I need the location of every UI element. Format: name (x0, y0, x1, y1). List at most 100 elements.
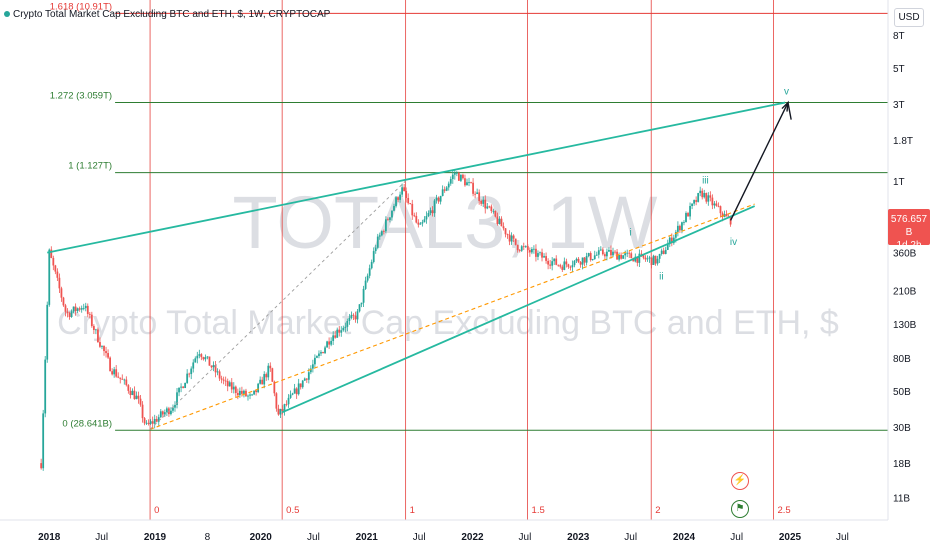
candle-body (52, 257, 55, 266)
flag-icon[interactable]: ⚑ (731, 500, 749, 518)
candle-body (241, 390, 243, 394)
time-axis[interactable]: 2018 Jul 2019 8 2020 Jul 2021 Jul 2022 Jul 2023 Jul… (38, 532, 849, 543)
candle-body (429, 210, 432, 214)
candle-body (141, 404, 144, 419)
candle-body (399, 194, 401, 200)
candle-body (674, 231, 677, 238)
fib-time-zone-label: 1.5 (532, 505, 545, 516)
candle-body (192, 362, 195, 369)
candle-body (324, 347, 326, 354)
candle-body (261, 379, 264, 385)
candle-body (121, 378, 124, 380)
candle-body (581, 257, 584, 265)
candle-body (190, 368, 193, 375)
candle-body (478, 192, 481, 201)
candle-body (299, 383, 302, 388)
candle-body (111, 371, 114, 375)
candle-body (56, 271, 59, 278)
candle-body (151, 421, 154, 424)
candle-body (606, 251, 608, 257)
candle-body (66, 311, 69, 313)
candle-body (374, 247, 377, 252)
candle-body (496, 216, 499, 224)
time-axis-label: 2023 (567, 532, 590, 543)
candle-body (528, 250, 531, 253)
time-axis-label: 2019 (144, 532, 167, 543)
candle-body (462, 174, 464, 179)
candle-body (188, 373, 191, 375)
candle-body (159, 411, 162, 418)
candle-body (113, 369, 116, 375)
candle-body (468, 182, 470, 183)
candle-body (571, 265, 574, 268)
candle-body (198, 354, 201, 356)
fib-level-label: 1.618 (10.91T) (50, 1, 112, 12)
candle-body (376, 236, 379, 248)
candle-body (559, 265, 562, 267)
candle-body (267, 365, 270, 378)
candle-body (494, 210, 497, 217)
candle-body (165, 408, 168, 413)
candle-body (695, 200, 698, 202)
candle-body (626, 252, 629, 254)
candle-body (172, 407, 174, 411)
candle-body (200, 354, 203, 358)
candle-body (630, 253, 633, 259)
candle-body (194, 358, 197, 363)
candle-body (281, 409, 284, 411)
candle-body (656, 258, 659, 264)
candle-body (287, 397, 290, 405)
watermark-description: Crypto Total Market Cap Excluding BTC an… (57, 304, 839, 342)
candle-body (131, 390, 134, 396)
candle-body (729, 217, 732, 225)
candle-body (709, 195, 712, 198)
candle-body (567, 264, 570, 267)
price-axis-label: 210B (893, 286, 917, 297)
candle-body (99, 342, 101, 347)
currency-button[interactable]: USD (894, 8, 924, 27)
candle-body (48, 249, 51, 305)
candle-body (650, 257, 653, 265)
candle-body (259, 379, 262, 384)
candle-body (482, 199, 485, 204)
candle-body (145, 422, 148, 424)
candle-body (362, 288, 365, 303)
candle-body (301, 380, 304, 388)
candle-body (218, 371, 221, 379)
candle-body (257, 383, 260, 393)
lightning-icon[interactable]: ⚡ (731, 472, 749, 490)
candle-body (238, 390, 241, 396)
candle-body (545, 256, 547, 261)
candle-body (522, 246, 525, 248)
candle-body (401, 187, 404, 195)
candle-body (638, 253, 641, 263)
candle-body (719, 206, 722, 214)
candle-body (644, 257, 647, 260)
fib-extension: 1.618 (10.91T) 1.272 (3.059T) 1 (1.127T) 0 … (50, 1, 888, 431)
candle-body (95, 329, 97, 331)
candle-body (687, 213, 689, 217)
candle-body (583, 257, 586, 263)
candle-body (382, 231, 385, 232)
time-axis-label: Jul (836, 532, 849, 543)
candle-body (618, 254, 620, 260)
candle-body (480, 200, 483, 204)
candle-body (441, 189, 444, 196)
candle-body (640, 253, 643, 255)
candle-body (76, 308, 79, 312)
candle-body (224, 380, 227, 382)
candle-body (348, 317, 351, 321)
candle-body (340, 330, 343, 333)
candle-body (332, 335, 335, 341)
candle-body (707, 195, 710, 202)
candle-body (352, 314, 355, 316)
candle-body (486, 206, 489, 209)
candle-body (711, 197, 714, 206)
candle-body (636, 256, 639, 263)
last-price-tag: 576.657 B 1d 2h (888, 209, 930, 251)
price-axis[interactable]: 8T 5T 3T 1.8T 1T 360B 210B 130B 80B 50B 30B 18B 11B (893, 31, 917, 504)
candle-body (492, 210, 495, 212)
upper-trendline (47, 101, 786, 254)
candle-body (101, 345, 103, 347)
